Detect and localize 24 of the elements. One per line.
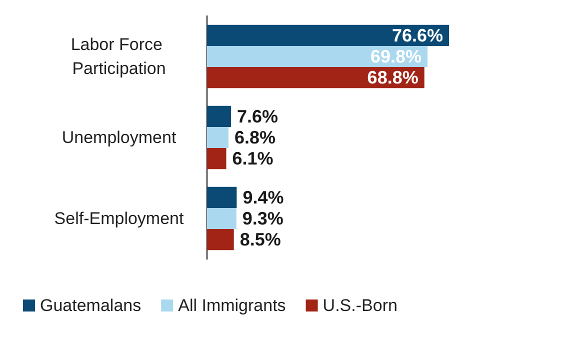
bar xyxy=(207,208,236,230)
data-label: 9.3% xyxy=(242,208,284,228)
data-label: 69.8% xyxy=(370,46,422,66)
bar xyxy=(207,106,232,127)
bar xyxy=(207,67,424,88)
data-label: 76.6% xyxy=(392,25,443,46)
bar xyxy=(207,148,226,170)
y-tick-label: Self-Employment xyxy=(54,209,184,228)
bar xyxy=(207,186,237,208)
data-label: 6.8% xyxy=(234,128,276,148)
data-label: 68.8% xyxy=(367,68,418,88)
bar xyxy=(207,24,449,46)
data-label: 8.5% xyxy=(240,230,281,250)
data-label: 9.4% xyxy=(242,187,284,208)
y-tick-label: Labor Force Participation xyxy=(70,35,168,78)
bar xyxy=(207,229,234,250)
legend-label: All Immigrants xyxy=(178,296,286,315)
legend-label: Guatemalans xyxy=(40,296,142,315)
y-tick-label: Unemployment xyxy=(62,128,176,147)
data-label: 7.6% xyxy=(237,106,278,126)
legend-label: U.S.-Born xyxy=(322,296,398,315)
data-label: 6.1% xyxy=(232,148,274,169)
bar xyxy=(207,126,228,148)
bar xyxy=(207,46,428,68)
